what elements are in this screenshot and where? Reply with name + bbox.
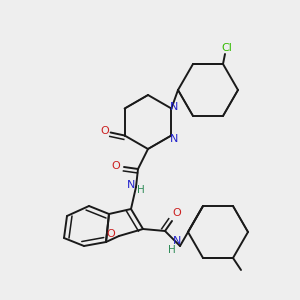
Text: Cl: Cl xyxy=(222,43,232,53)
Text: H: H xyxy=(137,185,145,195)
Text: N: N xyxy=(127,180,135,190)
Text: H: H xyxy=(168,245,176,255)
Text: O: O xyxy=(112,161,120,171)
Text: O: O xyxy=(106,229,116,239)
Text: N: N xyxy=(170,101,178,112)
Text: N: N xyxy=(170,134,178,143)
Text: O: O xyxy=(172,208,182,218)
Text: O: O xyxy=(100,125,109,136)
Text: N: N xyxy=(173,236,181,246)
